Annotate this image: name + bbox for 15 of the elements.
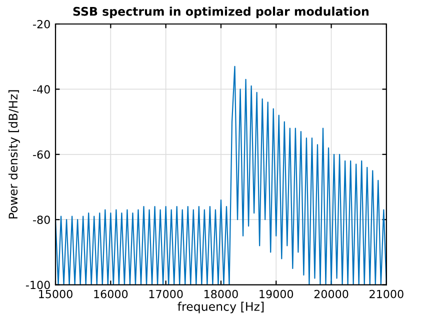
y-tick-label: -20 xyxy=(33,20,50,28)
x-tick-label: 16000 xyxy=(94,290,128,298)
x-tick-label: 21000 xyxy=(370,290,404,298)
x-tick-label: 19000 xyxy=(260,290,294,298)
y-axis-title: Power density [dB/Hz] xyxy=(8,90,20,218)
x-tick-label: 18000 xyxy=(204,290,238,298)
x-axis-title: frequency [Hz] xyxy=(178,302,264,314)
y-tick-label: -40 xyxy=(33,85,50,94)
y-tick-label: -60 xyxy=(33,150,50,159)
chart-title: SSB spectrum in optimized polar modulation xyxy=(73,6,369,18)
y-tick-label: -100 xyxy=(26,280,50,290)
x-tick-label: 17000 xyxy=(149,290,183,298)
x-tick-label: 15000 xyxy=(39,290,72,298)
x-tick-label: 20000 xyxy=(314,290,348,298)
y-tick-label: -80 xyxy=(33,216,50,224)
